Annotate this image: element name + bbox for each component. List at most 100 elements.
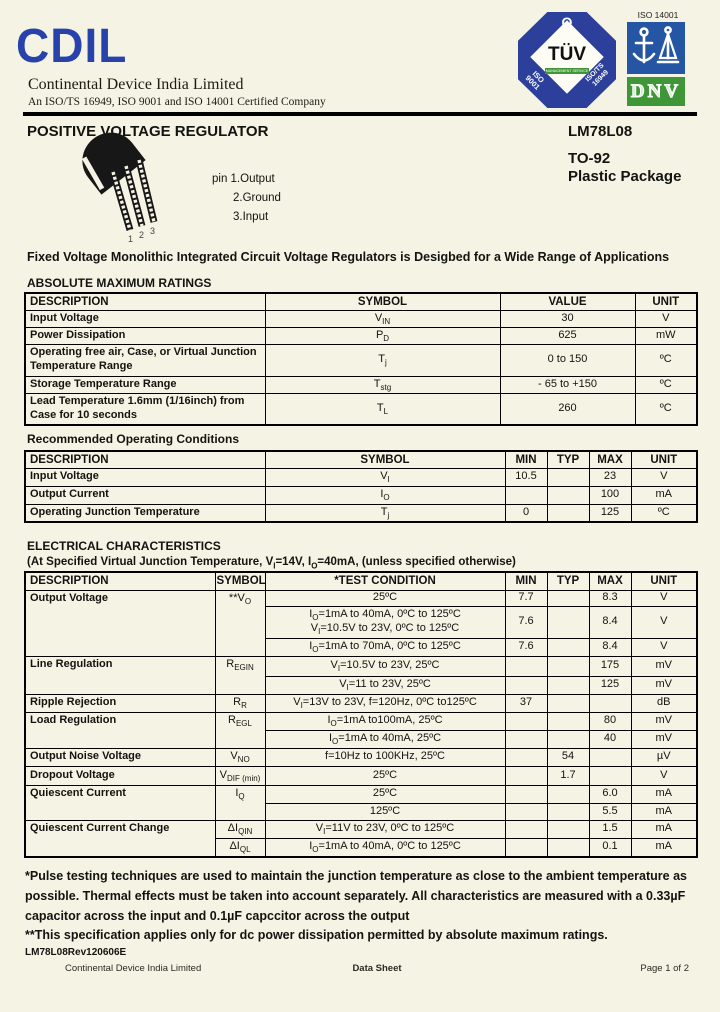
- max-cell: 100: [588, 485, 632, 505]
- dnv-label: DNV: [630, 81, 682, 102]
- condition-cell: IO=1mA to 40mA, 25ºC: [264, 729, 506, 749]
- col-value: VALUE: [499, 292, 636, 311]
- condition-cell: IO=1mA to100mA, 25ºC: [264, 711, 506, 731]
- max-cell: 125: [588, 675, 632, 695]
- symbol-cell: ΔIQL: [214, 837, 266, 858]
- symbol-cell: IQ: [214, 784, 266, 821]
- symbol-cell: PD: [264, 326, 501, 345]
- symbol-cell: IO: [264, 485, 506, 505]
- col-symbol: SYMBOL: [214, 571, 266, 591]
- typ-cell: [546, 605, 590, 639]
- desc-cell: Dropout Voltage: [24, 765, 216, 786]
- min-cell: [504, 485, 548, 505]
- symbol-cell: RR: [214, 693, 266, 713]
- value-cell: 30: [499, 309, 636, 328]
- min-cell: 37: [504, 693, 548, 713]
- col-typ: TYP: [546, 571, 590, 591]
- table-row: Load Regulation REGL IO=1mA to100mA, 25º…: [24, 711, 698, 749]
- unit-cell: mA: [630, 485, 698, 505]
- condition-cell: 25ºC: [264, 765, 506, 786]
- unit-cell: mV: [630, 711, 698, 731]
- abs-max-heading: ABSOLUTE MAXIMUM RATINGS: [27, 276, 212, 290]
- max-cell: [588, 765, 632, 786]
- unit-cell: ºC: [634, 392, 698, 426]
- unit-cell: mV: [630, 655, 698, 677]
- desc-cell: Operating free air, Case, or Virtual Jun…: [24, 343, 266, 377]
- max-cell: 1.5: [588, 819, 632, 839]
- col-description: DESCRIPTION: [24, 292, 266, 311]
- max-cell: 23: [588, 467, 632, 487]
- typ-cell: [546, 729, 590, 749]
- desc-cell: Output Current: [24, 485, 266, 505]
- min-cell: 7.6: [504, 637, 548, 657]
- pulse-testing-note: *Pulse testing techniques are used to ma…: [25, 869, 687, 923]
- desc-cell: Input Voltage: [24, 309, 266, 328]
- part-number: LM78L08: [568, 123, 633, 140]
- col-unit: UNIT: [630, 450, 698, 469]
- unit-cell: mA: [630, 837, 698, 858]
- document-number: LM78L08Rev120606E: [25, 947, 127, 958]
- symbol-cell: Tj: [264, 503, 506, 523]
- ec-heading: ELECTRICAL CHARACTERISTICS: [27, 539, 221, 553]
- typ-cell: [546, 503, 590, 523]
- table-row: Line Regulation REGIN VI=10.5V to 23V, 2…: [24, 655, 698, 695]
- unit-cell: V: [630, 637, 698, 657]
- table-row: ΔIQL IO=1mA to 40mA, 0ºC to 125ºC 0.1 mA: [25, 837, 698, 858]
- page-title: POSITIVE VOLTAGE REGULATOR: [27, 123, 269, 140]
- desc-cell: Operating Junction Temperature: [24, 503, 266, 523]
- table-row: Output Voltage **VO 25ºC 7.7 8.3 V: [24, 589, 698, 657]
- condition-cell: IO=1mA to 40mA, 0ºC to 125ºC: [264, 837, 506, 858]
- max-cell: 5.5: [588, 802, 632, 821]
- condition-cell: 25ºC: [264, 589, 506, 607]
- min-cell: [504, 784, 548, 804]
- description-line: Fixed Voltage Monolithic Integrated Circ…: [27, 250, 670, 264]
- footer-page-number: Page 1 of 2: [640, 963, 689, 974]
- desc-cell: Load Regulation: [24, 711, 216, 749]
- table-row: Output Current IO 100 mA: [24, 485, 698, 505]
- condition-cell: VI=13V to 23V, f=120Hz, 0ºC to125ºC: [264, 693, 506, 713]
- col-symbol: SYMBOL: [264, 450, 506, 469]
- min-cell: [504, 802, 548, 821]
- typ-cell: [546, 693, 590, 713]
- max-cell: 0.1: [588, 837, 632, 858]
- unit-cell: mA: [630, 802, 698, 821]
- to92-body: [81, 132, 146, 195]
- table-row: Quiescent Current Change ΔIQIN VI=11V to…: [24, 819, 698, 858]
- col-unit: UNIT: [634, 292, 698, 311]
- table-header-row: DESCRIPTION SYMBOL VALUE UNIT: [24, 292, 698, 311]
- pin3-label: 3.Input: [233, 211, 269, 223]
- typ-cell: [546, 589, 590, 607]
- min-cell: [504, 655, 548, 677]
- certification-line: An ISO/TS 16949, ISO 9001 and ISO 14001 …: [28, 96, 326, 108]
- table-row: IO=1mA to 40mA, 0ºC to 125ºC VI=10.5V to…: [25, 605, 698, 639]
- unit-cell: mV: [630, 675, 698, 695]
- min-cell: [504, 747, 548, 767]
- max-cell: 8.4: [588, 637, 632, 657]
- max-cell: 80: [588, 711, 632, 731]
- lead-number-1: 1: [128, 234, 133, 244]
- col-description: DESCRIPTION: [24, 450, 266, 469]
- to92-leads: [109, 159, 158, 231]
- typ-cell: [546, 655, 590, 677]
- max-cell: 8.4: [588, 605, 632, 639]
- rec-heading: Recommended Operating Conditions: [27, 432, 240, 446]
- unit-cell: V: [630, 589, 698, 607]
- to92-package-image: 1 2 3: [58, 132, 208, 257]
- min-cell: [504, 765, 548, 786]
- min-cell: [504, 837, 548, 858]
- table-row: Storage Temperature Range Tstg - 65 to +…: [24, 375, 698, 394]
- table-header-row: DESCRIPTION SYMBOL *TEST CONDITION MIN T…: [24, 571, 698, 591]
- dc-power-note: **This specification applies only for dc…: [25, 928, 608, 942]
- symbol-cell: TL: [264, 392, 501, 426]
- symbol-cell: REGIN: [214, 655, 266, 695]
- col-test-condition: *TEST CONDITION: [264, 571, 506, 591]
- symbol-cell: REGL: [214, 711, 266, 749]
- tuv-label: TÜV: [548, 44, 586, 65]
- pin1-label: pin 1.Output: [212, 173, 275, 185]
- max-cell: 6.0: [588, 784, 632, 804]
- desc-cell: Quiescent Current: [24, 784, 216, 821]
- value-cell: - 65 to +150: [499, 375, 636, 394]
- unit-cell: ºC: [634, 343, 698, 377]
- condition-cell: f=10Hz to 100KHz, 25ºC: [264, 747, 506, 767]
